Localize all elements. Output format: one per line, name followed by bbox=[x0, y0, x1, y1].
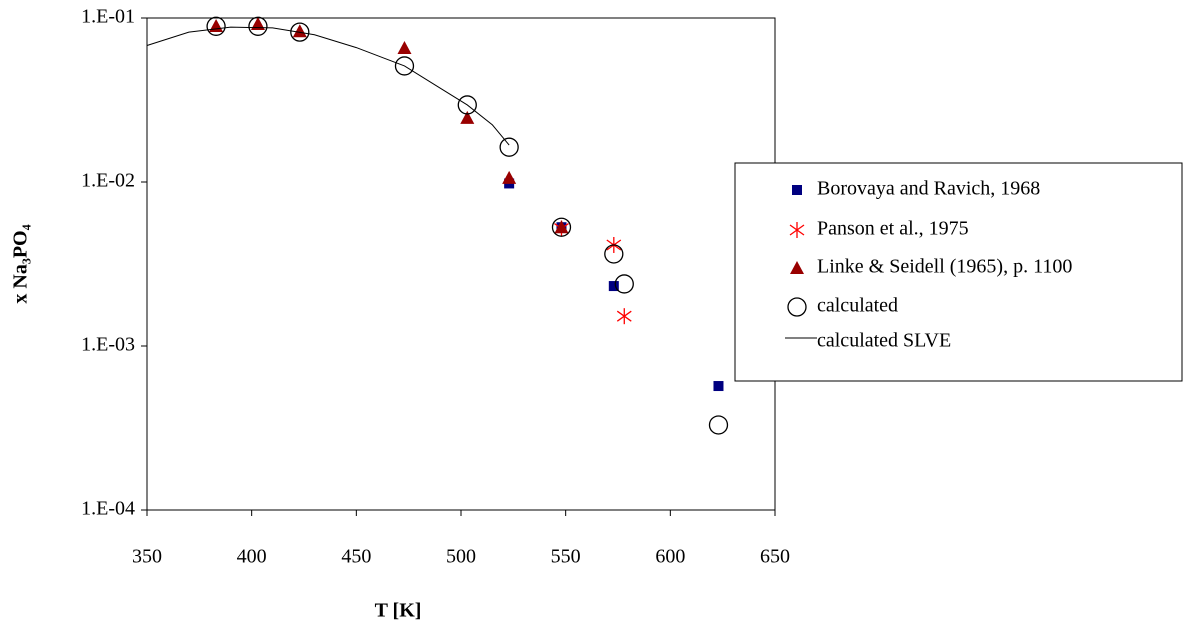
point bbox=[608, 281, 619, 292]
point bbox=[554, 220, 569, 234]
point bbox=[604, 244, 624, 264]
legend-marker-shape bbox=[792, 185, 802, 195]
x-tick-label: 400 bbox=[237, 546, 267, 568]
point-shape bbox=[292, 24, 307, 38]
y-tick-label: 1.E-02 bbox=[81, 170, 135, 192]
point-shape bbox=[499, 137, 519, 157]
point bbox=[394, 56, 415, 76]
x-tick-label: 500 bbox=[446, 546, 476, 568]
point-shape bbox=[394, 56, 415, 76]
point bbox=[397, 41, 412, 55]
series-line bbox=[146, 26, 510, 146]
point bbox=[499, 137, 519, 157]
point bbox=[209, 18, 224, 32]
y-tick-label: 1.E-01 bbox=[81, 6, 135, 28]
legend-label: Panson et al., 1975 bbox=[817, 218, 969, 240]
point-shape bbox=[616, 310, 632, 322]
point-shape bbox=[551, 217, 572, 237]
x-tick-label: 450 bbox=[341, 546, 371, 568]
point bbox=[502, 170, 517, 184]
x-tick-label: 600 bbox=[655, 546, 685, 568]
point bbox=[248, 16, 268, 36]
legend-marker-shape bbox=[787, 297, 807, 317]
plot-frame bbox=[146, 17, 776, 511]
point bbox=[616, 308, 632, 325]
point bbox=[713, 381, 724, 392]
point bbox=[551, 217, 572, 237]
y-axis-label: x Na₃PO₄ bbox=[10, 224, 32, 303]
x-axis-label: T [K] bbox=[375, 600, 422, 622]
point-shape bbox=[614, 274, 634, 294]
legend-label: calculated bbox=[817, 295, 898, 317]
point-shape bbox=[604, 244, 624, 264]
point-shape bbox=[248, 16, 268, 36]
legend-marker-shape bbox=[789, 224, 805, 236]
point-shape bbox=[708, 415, 729, 435]
legend-label: calculated SLVE bbox=[817, 330, 951, 352]
point bbox=[292, 24, 307, 38]
point-shape bbox=[460, 110, 475, 124]
legend-label: Borovaya and Ravich, 1968 bbox=[817, 178, 1040, 200]
legend-box bbox=[734, 162, 1183, 382]
point-shape bbox=[554, 220, 569, 234]
legend-label: Linke & Seidell (1965), p. 1100 bbox=[817, 256, 1072, 278]
legend-marker bbox=[792, 185, 802, 195]
x-tick-label: 650 bbox=[760, 546, 790, 568]
x-tick-label: 350 bbox=[132, 546, 162, 568]
point-shape bbox=[502, 170, 517, 184]
point bbox=[206, 16, 226, 36]
point bbox=[460, 110, 475, 124]
point-shape bbox=[209, 18, 224, 32]
legend-marker-shape bbox=[790, 261, 804, 274]
point-shape bbox=[250, 16, 265, 30]
point bbox=[250, 16, 265, 30]
point bbox=[457, 95, 477, 115]
point-shape bbox=[206, 16, 226, 36]
point bbox=[708, 415, 729, 435]
legend-marker bbox=[790, 261, 804, 274]
point bbox=[290, 22, 310, 42]
legend-marker bbox=[789, 222, 805, 238]
point bbox=[614, 274, 634, 294]
y-tick-label: 1.E-04 bbox=[81, 498, 135, 520]
point-shape bbox=[290, 22, 310, 42]
point-shape bbox=[608, 281, 619, 292]
legend-marker bbox=[787, 297, 807, 317]
point-shape bbox=[397, 41, 412, 55]
y-tick-label: 1.E-03 bbox=[81, 334, 135, 356]
x-tick-label: 550 bbox=[551, 546, 581, 568]
point-shape bbox=[457, 95, 477, 115]
point-shape bbox=[713, 381, 724, 392]
